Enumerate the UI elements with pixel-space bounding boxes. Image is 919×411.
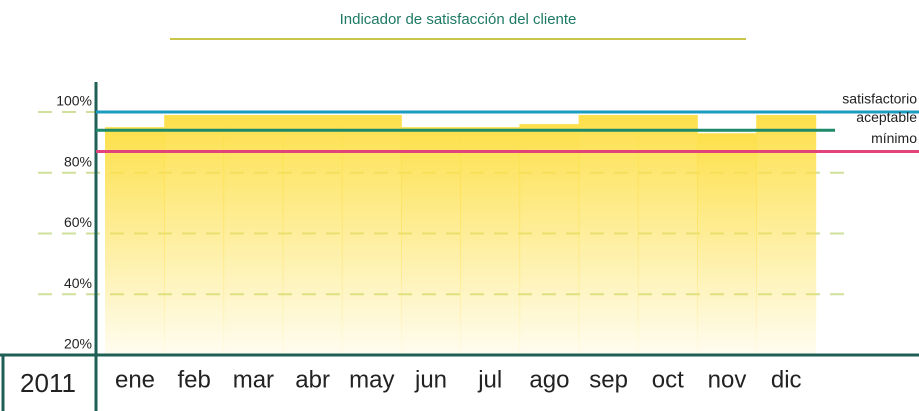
- x-tick-label: ago: [529, 366, 569, 393]
- bar: [697, 133, 757, 355]
- x-tick-label: may: [349, 366, 394, 393]
- bars: [105, 115, 817, 356]
- x-tick-label: jun: [414, 366, 447, 393]
- bar: [578, 115, 639, 355]
- bar: [105, 127, 165, 356]
- bar: [519, 124, 580, 355]
- chart-title: Indicador de satisfacción del cliente: [340, 11, 577, 28]
- y-tick-label: 60%: [64, 214, 92, 230]
- reference-label: satisfactorio: [842, 91, 917, 107]
- x-tick-label: oct: [652, 366, 684, 393]
- y-tick-label: 40%: [64, 275, 92, 291]
- x-tick-label: jul: [477, 366, 502, 393]
- y-tick-label: 80%: [64, 153, 92, 169]
- year-label: 2011: [20, 368, 76, 398]
- x-tick-label: feb: [178, 366, 211, 393]
- x-tick-label: mar: [233, 366, 274, 393]
- reference-label: aceptable: [856, 109, 917, 125]
- x-tick-label: ene: [115, 366, 155, 393]
- bar: [164, 115, 225, 355]
- bar: [756, 115, 817, 355]
- bar: [460, 127, 521, 356]
- bar: [341, 115, 402, 355]
- bar: [223, 115, 284, 355]
- bar: [637, 115, 698, 355]
- x-tick-label: dic: [771, 366, 802, 393]
- y-tick-label: 20%: [64, 336, 92, 352]
- x-tick-label: sep: [589, 366, 628, 393]
- reference-label: mínimo: [871, 130, 917, 146]
- bar: [282, 115, 343, 355]
- x-tick-label: abr: [295, 366, 330, 393]
- x-tick-label: nov: [708, 366, 747, 393]
- bar: [401, 127, 461, 356]
- y-tick-label: 100%: [56, 93, 92, 109]
